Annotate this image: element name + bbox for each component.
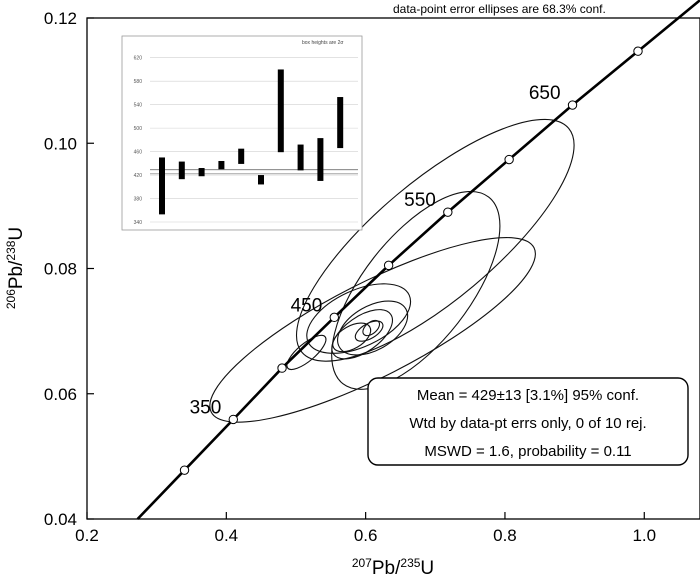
y-label-mass-206: 206: [4, 289, 18, 309]
inset-panel: [121, 35, 363, 231]
stats-mean-line: Mean = 429±13 [3.1%] 95% conf.: [417, 387, 639, 404]
error-ellipses: [209, 118, 575, 423]
inset-weighted-mean-chart: 340 380 420 460 500 540 580 620 box heights are…: [121, 35, 363, 231]
ellipse-confidence-note: data-point error ellipses are 68.3% conf…: [393, 2, 606, 16]
y-tick-label: 0.10: [44, 134, 77, 153]
y-label-pb: Pb/: [6, 260, 27, 289]
x-label-mass-235: 235: [400, 556, 420, 570]
x-tick-label: 0.6: [354, 526, 378, 545]
y-tick-label: 0.12: [44, 9, 77, 28]
x-tick-label: 0.8: [493, 526, 517, 545]
y-axis-label: 206Pb/238U: [4, 227, 27, 309]
inset-age-bar: [297, 144, 304, 171]
inset-tick-label: 460: [134, 150, 143, 156]
concordia-age-label: 650: [529, 83, 561, 104]
error-ellipse: [354, 320, 384, 342]
error-ellipse: [331, 190, 501, 390]
error-ellipse: [286, 334, 327, 371]
stats-weighting-line: Wtd by data-pt errs only, 0 of 10 rej.: [409, 415, 646, 432]
y-tick-label: 0.04: [44, 510, 77, 529]
error-ellipse: [331, 309, 393, 360]
concordia-age-label: 550: [404, 190, 436, 211]
y-tick-label: 0.06: [44, 385, 77, 404]
inset-age-bars: [159, 69, 344, 215]
x-tick-label: 0.2: [75, 526, 99, 545]
inset-tick-label: 380: [134, 197, 143, 203]
x-tick-label: 0.4: [214, 526, 238, 545]
x-tick-label: 1.0: [632, 526, 656, 545]
concordia-age-markers: [179, 46, 643, 475]
statistics-box-frame: [367, 377, 689, 466]
x-axis-label: 207Pb/235U: [352, 556, 434, 579]
concordia-age-marker: [383, 260, 394, 271]
x-label-u: U: [420, 558, 434, 579]
inset-age-bar: [238, 148, 245, 164]
inset-tick-label: 540: [134, 103, 143, 109]
concordia-age-marker: [633, 46, 643, 56]
y-label-mass-238: 238: [4, 240, 18, 260]
concordia-age-marker: [504, 154, 514, 165]
concordia-age-marker: [179, 465, 190, 475]
x-label-pb: Pb/: [372, 558, 401, 579]
inset-tick-label: 420: [134, 173, 143, 179]
error-ellipse: [362, 319, 381, 337]
y-label-u: U: [6, 227, 27, 241]
concordia-age-marker: [443, 207, 453, 217]
error-ellipse: [332, 322, 372, 353]
concordia-age-marker: [228, 414, 238, 425]
inset-title: box heights are 2σ: [302, 40, 344, 46]
y-tick-label: 0.08: [44, 260, 77, 279]
inset-tick-label: 340: [134, 220, 143, 226]
concordia-age-marker: [567, 100, 578, 110]
concordia-age-labels: 350 450 550 650: [190, 83, 561, 418]
stats-mswd-line: MSWD = 1.6, probability = 0.11: [424, 443, 631, 460]
concordia-age-label: 450: [291, 295, 323, 316]
inset-age-bar: [337, 97, 344, 149]
inset-tick-label: 500: [134, 126, 143, 132]
inset-age-bar: [198, 168, 205, 177]
inset-tick-label: 580: [134, 79, 143, 85]
main-axis-ticks: 0.2 0.4 0.6 0.8 1.0 0.04 0.06 0.08 0.10 0.12: [44, 9, 656, 545]
inset-age-bar: [277, 69, 284, 153]
concordia-age-label: 350: [190, 397, 222, 418]
inset-age-bar: [317, 138, 324, 181]
error-ellipse: [295, 118, 575, 362]
inset-age-bar: [178, 161, 185, 180]
error-ellipse: [337, 300, 409, 356]
inset-age-bar: [258, 175, 264, 185]
x-label-mass-207: 207: [352, 556, 372, 570]
inset-tick-labels: 340 380 420 460 500 540 580 620: [134, 56, 143, 226]
concordia-age-marker: [277, 363, 287, 373]
statistics-box: Mean = 429±13 [3.1%] 95% conf. Wtd by da…: [367, 377, 689, 466]
inset-age-bar: [218, 160, 225, 170]
concordia-age-marker: [329, 312, 339, 323]
inset-tick-label: 620: [134, 56, 143, 62]
inset-age-bar: [159, 157, 165, 215]
error-ellipse: [209, 237, 536, 423]
